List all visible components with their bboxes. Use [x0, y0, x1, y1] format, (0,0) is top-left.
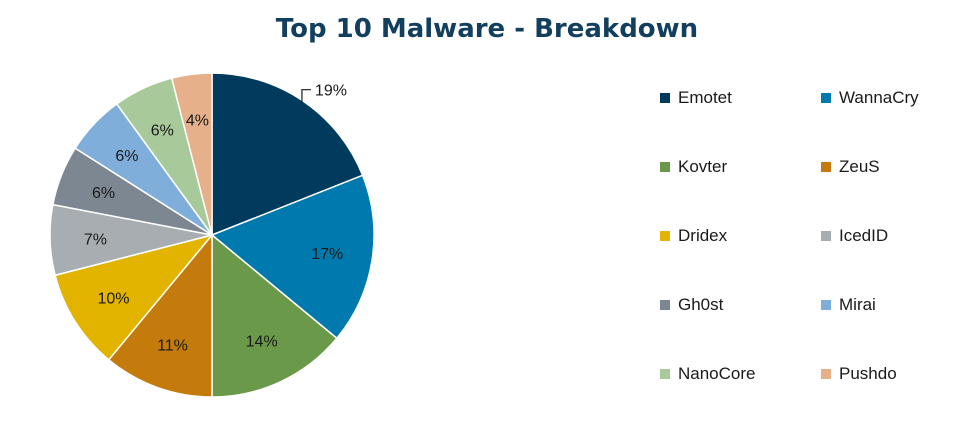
legend-swatch-gh0st: [660, 300, 670, 310]
legend-label-icedid: IcedID: [839, 226, 889, 245]
legend-item-dridex: Dridex: [660, 224, 727, 248]
pie-slice-wannacry: [210, 174, 375, 340]
slice-label-mirai: 6%: [115, 148, 138, 165]
legend-label-wannacry: WannaCry: [839, 88, 919, 107]
pie-slice-zeus: [107, 232, 213, 398]
legend-swatch-emotet: [660, 93, 670, 103]
slice-label-pushdo: 4%: [186, 112, 209, 129]
pie-slice-emotet: [211, 72, 364, 237]
legend-label-mirai: Mirai: [839, 295, 876, 314]
legend-swatch-kovter: [660, 162, 670, 172]
legend-item-icedid: IcedID: [821, 224, 888, 248]
legend-label-nanocore: NanoCore: [678, 364, 756, 383]
legend-swatch-zeus: [821, 162, 831, 172]
slice-label-nanocore: 6%: [151, 122, 174, 139]
legend-swatch-mirai: [821, 300, 831, 310]
legend-item-mirai: Mirai: [821, 293, 876, 317]
legend-item-pushdo: Pushdo: [821, 362, 897, 386]
slice-label-kovter: 14%: [246, 334, 278, 351]
legend-label-emotet: Emotet: [678, 88, 732, 107]
pie-slice-kovter: [211, 233, 338, 398]
legend-item-kovter: Kovter: [660, 155, 727, 179]
legend-label-pushdo: Pushdo: [839, 364, 897, 383]
legend-swatch-dridex: [660, 231, 670, 241]
legend-label-gh0st: Gh0st: [678, 295, 724, 314]
legend-item-zeus: ZeuS: [821, 155, 880, 179]
legend: Emotet WannaCry Kovter ZeuS Dridex IcedID Gh0s…: [660, 86, 960, 406]
legend-swatch-pushdo: [821, 369, 831, 379]
pie-slice-dridex: [54, 233, 215, 361]
legend-label-kovter: Kovter: [678, 157, 728, 176]
legend-label-zeus: ZeuS: [839, 157, 880, 176]
pie-slice-pushdo: [170, 72, 213, 236]
leader-line-emotet: [301, 89, 311, 103]
slice-label-zeus: 11%: [157, 338, 188, 355]
slice-label-wannacry: 17%: [311, 246, 343, 263]
slice-label-icedid: 7%: [84, 232, 107, 249]
slice-label-emotet: 19%: [315, 83, 347, 100]
legend-item-emotet: Emotet: [660, 86, 732, 110]
slice-label-gh0st: 6%: [92, 185, 115, 202]
legend-swatch-wannacry: [821, 93, 831, 103]
legend-swatch-nanocore: [660, 369, 670, 379]
legend-label-dridex: Dridex: [678, 226, 728, 245]
legend-item-wannacry: WannaCry: [821, 86, 919, 110]
legend-swatch-icedid: [821, 231, 831, 241]
chart-title: Top 10 Malware - Breakdown: [275, 14, 699, 44]
legend-item-nanocore: NanoCore: [660, 362, 756, 386]
slice-label-dridex: 10%: [98, 290, 130, 307]
legend-item-gh0st: Gh0st: [660, 293, 723, 317]
